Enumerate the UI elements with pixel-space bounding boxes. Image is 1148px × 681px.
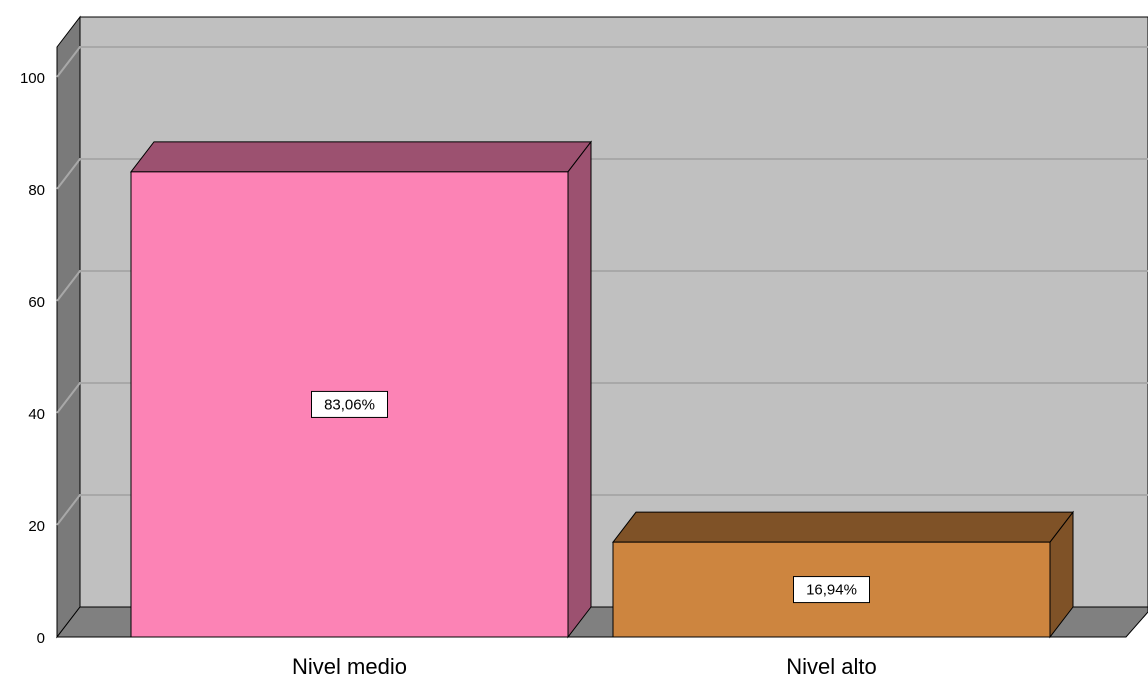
- left-wall: [56, 15, 81, 639]
- grid-line: [56, 494, 1148, 526]
- y-tick-label: 80: [28, 182, 45, 199]
- y-tick-label: 20: [28, 518, 45, 535]
- value-label: 16,94%: [806, 582, 857, 599]
- y-tick-label: 60: [28, 294, 45, 311]
- y-tick-label: 40: [28, 406, 45, 423]
- y-tick-label: 100: [20, 70, 45, 87]
- bar-side: [567, 140, 592, 639]
- y-tick-label: 0: [37, 630, 45, 647]
- grid-line: [56, 158, 1148, 190]
- grid-line: [56, 46, 1148, 78]
- value-label: 83,06%: [324, 396, 375, 413]
- bar-top: [129, 141, 593, 173]
- value-label-box: [793, 576, 870, 604]
- value-label-box: [311, 390, 388, 418]
- grid-line: [56, 270, 1148, 302]
- x-tick-label: Nivel alto: [786, 654, 876, 679]
- grid-line: [56, 382, 1148, 414]
- x-tick-label: Nivel medio: [292, 654, 407, 679]
- bar-top: [611, 511, 1075, 543]
